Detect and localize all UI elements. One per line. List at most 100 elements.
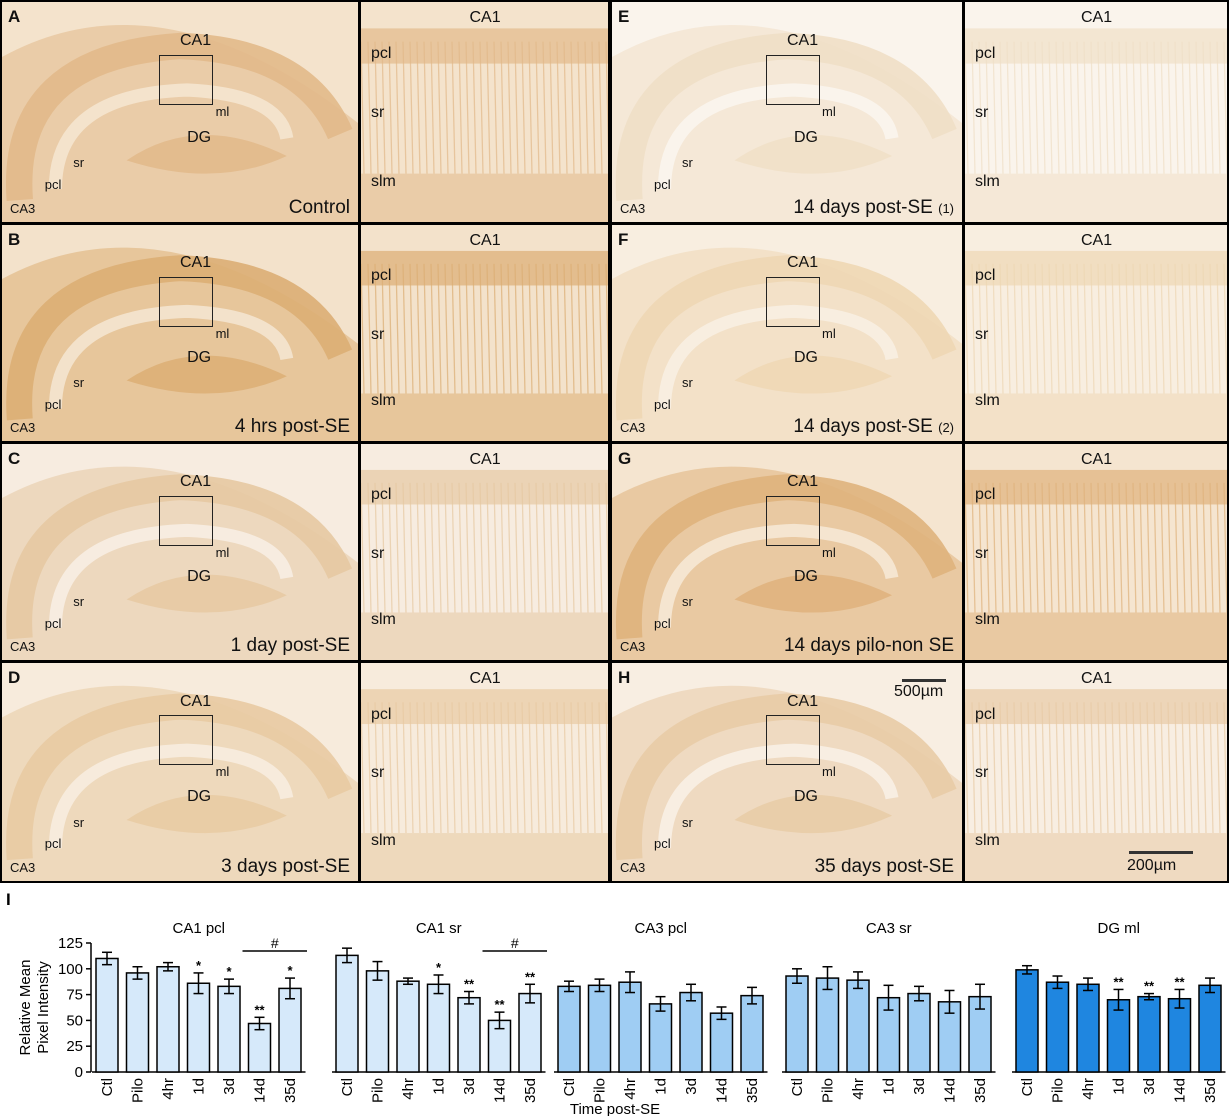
region-label-ca3: CA3 (620, 420, 646, 435)
inset-box (158, 276, 213, 327)
y-tick-label: 100 (58, 961, 83, 978)
x-tick-label: Ctl (99, 1078, 116, 1096)
region-label-dg: DG (187, 788, 212, 806)
hippocampus-section (612, 663, 962, 881)
hippocampus-section (612, 2, 962, 222)
zoom-label-sr: sr (371, 544, 385, 562)
overview-image: G CA1 DG ml sr pcl CA3 14 days pilo-non SE (612, 444, 962, 660)
condition-label: 14 days post-SE (1) (793, 197, 954, 218)
overview-image: F CA1 DG ml sr pcl CA3 14 days post-SE (2) (612, 225, 962, 441)
region-label-dg: DG (794, 568, 818, 586)
group-title: CA1 sr (416, 920, 462, 937)
zoom-label-sr: sr (975, 325, 989, 343)
region-label-ca1: CA1 (787, 254, 819, 272)
ca1-zoom-texture (361, 663, 608, 881)
y-axis-label-line2: Pixel Intensity (35, 961, 52, 1054)
significance-mark: * (196, 958, 202, 973)
hippocampus-section (2, 663, 358, 881)
x-tick-label: 4hr (850, 1078, 867, 1100)
hash-mark: # (511, 935, 519, 951)
layer-label-ml: ml (215, 104, 230, 120)
region-label-ca3: CA3 (10, 639, 36, 654)
significance-mark: ** (1174, 974, 1185, 989)
region-label-ca3: CA3 (620, 201, 646, 216)
layer-label-pcl: pcl (44, 396, 62, 412)
layer-label-sr: sr (682, 814, 693, 830)
condition-label: 1 day post-SE (230, 635, 350, 656)
zoom-label-sr: sr (371, 325, 385, 343)
significance-mark: ** (464, 977, 475, 992)
condition-mark: (2) (938, 420, 954, 435)
region-label-ca3: CA3 (10, 201, 36, 216)
x-tick-label: 1d (881, 1078, 898, 1095)
bar (426, 983, 451, 1073)
x-axis-label: Time post-SE (570, 1101, 660, 1116)
zoom-label-slm: slm (975, 611, 1000, 629)
y-axis-label-line1: Relative Mean (17, 960, 34, 1056)
zoom-label-pcl: pcl (371, 45, 392, 62)
region-label-ca1: CA1 (787, 692, 819, 710)
bar (95, 957, 119, 1073)
bar (740, 994, 764, 1073)
bar (217, 985, 241, 1073)
bar (1137, 995, 1161, 1073)
zoom-label-ca1: CA1 (1081, 451, 1113, 468)
layer-label-pcl: pcl (654, 177, 671, 192)
hippocampus-section (612, 225, 962, 441)
condition-label: Control (288, 197, 350, 218)
panel-letter: G (618, 449, 632, 468)
layer-label-pcl: pcl (654, 836, 671, 852)
significance-mark: ** (1113, 974, 1124, 989)
condition-label: 14 days pilo-non SE (783, 635, 954, 656)
overview-image: H CA1 DG ml sr pcl CA3 35 days post-SE (612, 663, 962, 881)
zoom-label-pcl: pcl (975, 705, 996, 723)
bar (709, 1012, 734, 1073)
layer-label-sr: sr (73, 375, 85, 391)
x-tick-label: 4hr (400, 1078, 417, 1100)
bar (518, 992, 542, 1073)
region-label-dg: DG (187, 568, 212, 586)
hash-mark: # (271, 935, 279, 951)
overview-image: D CA1 DG ml sr pcl CA3 3 days post-SE (2, 663, 358, 881)
bar (1045, 981, 1070, 1073)
x-tick-label: 3d (221, 1078, 238, 1095)
layer-label-ml: ml (822, 325, 836, 341)
hippocampus-section (2, 225, 358, 441)
x-tick-label: Pilo (820, 1078, 837, 1103)
panel-letter: F (618, 230, 629, 249)
bar-chart-panel-i: I 0 25 50 75 100 125 Relative Mean Pixel Intensi… (6, 890, 1226, 1116)
x-tick-label: 4hr (160, 1078, 177, 1100)
y-tick-label: 50 (66, 1012, 83, 1029)
zoom-label-ca1: CA1 (469, 451, 501, 468)
layer-label-ml: ml (822, 764, 836, 780)
region-label-ca1: CA1 (787, 473, 819, 491)
zoom-image: CA1 pcl sr slm (965, 663, 1227, 881)
layer-label-sr: sr (73, 594, 85, 610)
x-tick-label: 14d (714, 1078, 731, 1103)
bar (335, 954, 359, 1073)
zoom-label-ca1: CA1 (1081, 232, 1113, 249)
panel-letter: D (8, 668, 21, 687)
layer-label-sr: sr (682, 375, 693, 391)
group-title: DG ml (1098, 920, 1141, 937)
panel-letter: A (8, 7, 21, 26)
zoom-label-sr: sr (371, 764, 385, 782)
zoom-label-ca1: CA1 (469, 232, 501, 249)
x-tick-label: 14d (942, 1078, 959, 1103)
bar (815, 977, 840, 1073)
zoom-label-ca1: CA1 (1081, 9, 1113, 26)
layer-label-pcl: pcl (654, 615, 671, 631)
bar (396, 980, 420, 1073)
ca1-zoom-texture (361, 225, 608, 441)
x-tick-label: 4hr (1080, 1078, 1097, 1100)
x-tick-label: 4hr (622, 1078, 639, 1100)
region-label-dg: DG (187, 349, 212, 367)
y-tick-label: 0 (75, 1064, 83, 1081)
zoom-label-ca1: CA1 (1081, 670, 1113, 687)
region-label-ca1: CA1 (787, 31, 819, 49)
zoom-image: CA1 pcl sr slm (361, 663, 608, 881)
zoom-label-pcl: pcl (975, 45, 996, 62)
zoom-label-slm: slm (975, 832, 1000, 850)
zoom-label-slm: slm (371, 392, 396, 410)
ca1-zoom-texture (361, 2, 608, 222)
